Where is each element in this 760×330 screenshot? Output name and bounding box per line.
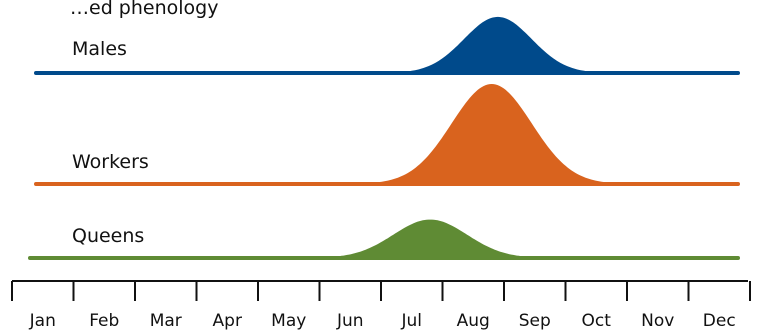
- month-label-mar: Mar: [150, 311, 182, 330]
- month-label-aug: Aug: [457, 311, 490, 330]
- month-label-apr: Apr: [213, 311, 242, 330]
- series-peak-queens: [282, 219, 578, 258]
- month-label-oct: Oct: [582, 311, 612, 330]
- month-label-may: May: [271, 311, 306, 330]
- series-workers: Workers: [34, 84, 740, 186]
- series-layer: Males Workers Queens: [28, 16, 740, 260]
- series-peak-workers: [331, 84, 652, 184]
- series-males: Males: [34, 16, 740, 75]
- month-label-sep: Sep: [519, 311, 551, 330]
- month-label-jun: Jun: [336, 311, 364, 330]
- series-peak-males: [362, 16, 634, 73]
- month-axis: Jan Feb Mar Apr May Jun Jul Aug Sep Oct Nov Dec: [11, 280, 751, 330]
- series-label-queens: Queens: [72, 225, 144, 247]
- month-label-dec: Dec: [703, 311, 736, 330]
- month-label-feb: Feb: [89, 311, 119, 330]
- series-label-males: Males: [72, 38, 127, 60]
- month-label-nov: Nov: [641, 311, 674, 330]
- chart-title: …ed phenology: [70, 0, 218, 19]
- series-label-workers: Workers: [72, 151, 149, 173]
- month-label-jan: Jan: [29, 311, 56, 330]
- series-queens: Queens: [28, 219, 740, 260]
- month-label-jul: Jul: [400, 311, 422, 330]
